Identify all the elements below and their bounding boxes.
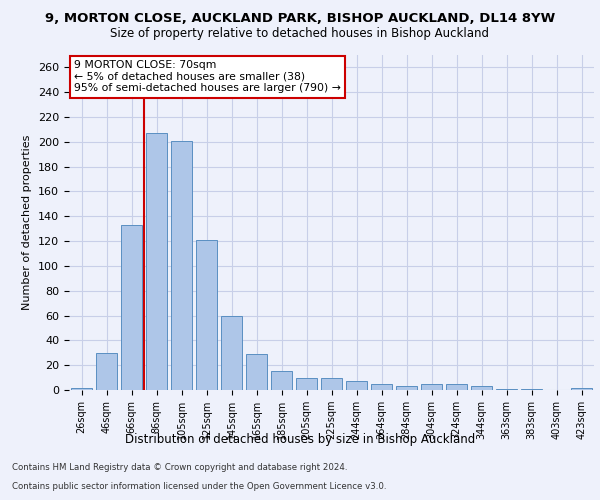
Bar bbox=[96, 353, 117, 390]
Bar bbox=[446, 384, 467, 390]
Bar bbox=[221, 316, 242, 390]
Text: Contains HM Land Registry data © Crown copyright and database right 2024.: Contains HM Land Registry data © Crown c… bbox=[12, 464, 347, 472]
Bar bbox=[321, 378, 342, 390]
Bar bbox=[296, 378, 317, 390]
Bar bbox=[346, 382, 367, 390]
Bar bbox=[421, 384, 442, 390]
Bar bbox=[471, 386, 492, 390]
Bar bbox=[121, 225, 142, 390]
Bar bbox=[146, 133, 167, 390]
Bar bbox=[271, 372, 292, 390]
Text: 9, MORTON CLOSE, AUCKLAND PARK, BISHOP AUCKLAND, DL14 8YW: 9, MORTON CLOSE, AUCKLAND PARK, BISHOP A… bbox=[45, 12, 555, 26]
Text: Distribution of detached houses by size in Bishop Auckland: Distribution of detached houses by size … bbox=[125, 432, 475, 446]
Text: 9 MORTON CLOSE: 70sqm
← 5% of detached houses are smaller (38)
95% of semi-detac: 9 MORTON CLOSE: 70sqm ← 5% of detached h… bbox=[74, 60, 341, 93]
Bar bbox=[246, 354, 267, 390]
Text: Contains public sector information licensed under the Open Government Licence v3: Contains public sector information licen… bbox=[12, 482, 386, 491]
Bar bbox=[396, 386, 417, 390]
Bar bbox=[371, 384, 392, 390]
Bar bbox=[171, 140, 192, 390]
Text: Size of property relative to detached houses in Bishop Auckland: Size of property relative to detached ho… bbox=[110, 28, 490, 40]
Y-axis label: Number of detached properties: Number of detached properties bbox=[22, 135, 32, 310]
Bar bbox=[196, 240, 217, 390]
Bar bbox=[71, 388, 92, 390]
Bar bbox=[571, 388, 592, 390]
Bar bbox=[496, 389, 517, 390]
Bar bbox=[521, 389, 542, 390]
